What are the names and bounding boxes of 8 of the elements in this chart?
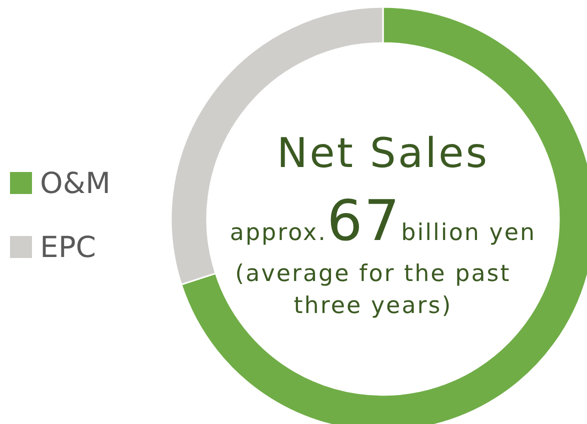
text: approx. bbox=[230, 220, 327, 246]
text: three years) bbox=[294, 293, 452, 319]
text: Net Sales bbox=[276, 129, 490, 177]
text: billion yen bbox=[401, 220, 536, 246]
text: 67 bbox=[326, 189, 402, 254]
legend-label: O&M bbox=[40, 166, 110, 200]
text: (average for the past bbox=[235, 261, 511, 287]
legend-label: EPC bbox=[40, 230, 96, 264]
